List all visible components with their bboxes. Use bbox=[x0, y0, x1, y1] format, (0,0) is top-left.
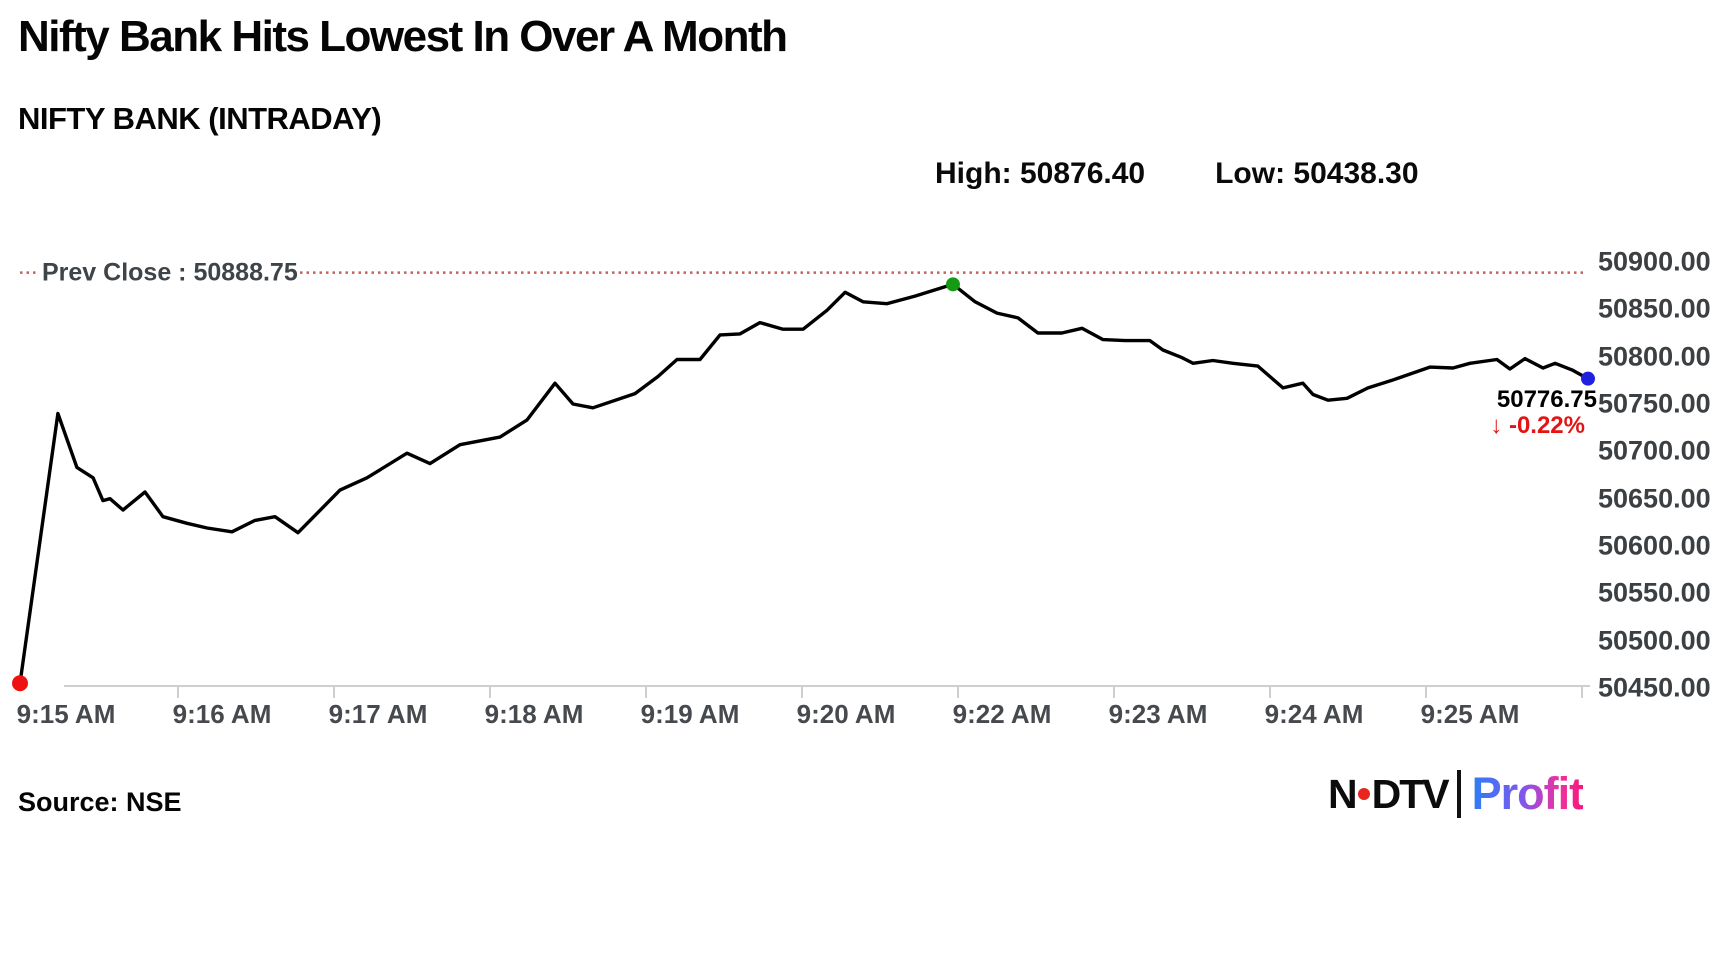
source-attribution: Source: NSE bbox=[18, 787, 182, 817]
y-axis-tick-label: 50750.00 bbox=[1598, 388, 1711, 419]
ndtv-red-dot-icon bbox=[1357, 787, 1370, 800]
y-axis-tick-label: 50600.00 bbox=[1598, 530, 1711, 561]
x-axis-tick-label: 9:23 AM bbox=[1108, 699, 1208, 729]
x-axis-tick-label: 9:19 AM bbox=[640, 699, 740, 729]
y-axis-tick-label: 50850.00 bbox=[1598, 293, 1711, 324]
last-price-label: 50776.75 bbox=[1496, 385, 1597, 413]
x-axis-tick-label: 9:25 AM bbox=[1420, 699, 1520, 729]
logo-divider bbox=[1456, 770, 1461, 818]
high-marker-dot bbox=[945, 277, 960, 292]
y-axis-tick-label: 50800.00 bbox=[1598, 341, 1711, 372]
ndtv-wordmark: N DTV bbox=[1328, 770, 1450, 817]
y-axis-tick-label: 50450.00 bbox=[1598, 672, 1711, 703]
x-axis-tick-label: 9:17 AM bbox=[328, 699, 428, 729]
prev-close-label: Prev Close : 50888.75 bbox=[42, 258, 298, 287]
profit-wordmark: Profit bbox=[1471, 768, 1584, 819]
high-low-row: High: 50876.40 Low: 50438.30 bbox=[935, 157, 1419, 191]
y-axis-tick-label: 50650.00 bbox=[1598, 483, 1711, 514]
x-axis-tick-label: 9:16 AM bbox=[172, 699, 272, 729]
page-title: Nifty Bank Hits Lowest In Over A Month bbox=[18, 12, 788, 61]
y-axis-tick-label: 50700.00 bbox=[1598, 435, 1711, 466]
start-marker-dot bbox=[12, 675, 28, 692]
y-axis-tick-label: 50900.00 bbox=[1598, 246, 1711, 277]
x-axis-tick-label: 9:18 AM bbox=[484, 699, 584, 729]
last-marker-dot bbox=[1581, 371, 1595, 386]
x-axis-tick-label: 9:24 AM bbox=[1264, 699, 1364, 729]
x-axis-tick-label: 9:15 AM bbox=[16, 699, 116, 729]
x-axis-tick-label: 9:20 AM bbox=[796, 699, 896, 729]
price-line bbox=[18, 282, 1590, 685]
y-axis-tick-label: 50500.00 bbox=[1598, 625, 1711, 656]
y-axis-tick-label: 50550.00 bbox=[1598, 577, 1711, 608]
high-value: High: 50876.40 bbox=[935, 157, 1146, 190]
last-change-label: ↓ -0.22% bbox=[1490, 411, 1585, 439]
low-value: Low: 50438.30 bbox=[1215, 157, 1419, 190]
chart-title: NIFTY BANK (INTRADAY) bbox=[18, 101, 382, 136]
ndtv-profit-logo: N DTV Profit bbox=[1328, 768, 1584, 820]
x-axis-tick-label: 9:22 AM bbox=[952, 699, 1052, 729]
